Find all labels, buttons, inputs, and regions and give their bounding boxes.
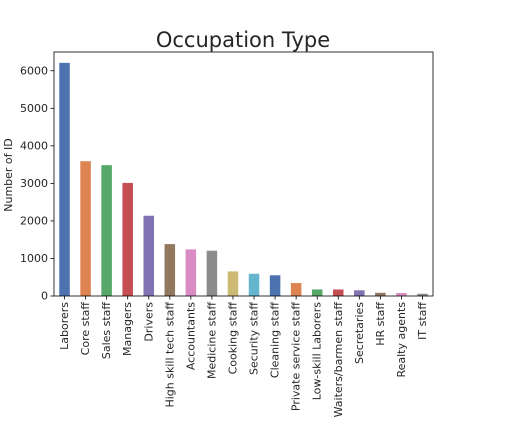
x-tick-label: Core staff <box>79 302 92 356</box>
bar-accountants <box>185 249 197 296</box>
y-tick-label: 4000 <box>20 139 48 152</box>
bar-medicine-staff <box>206 250 218 296</box>
x-tick-label: Realty agents <box>395 302 408 378</box>
x-tick-label: Laborers <box>58 302 71 350</box>
x-tick-label: Managers <box>121 302 134 356</box>
bar-private-service-staff <box>290 283 302 296</box>
bar-high-skill-tech-staff <box>164 244 176 296</box>
x-ticks-group: Laborers Core staff Sales staff Managers Dri… <box>58 296 429 417</box>
x-tick-label: Secretaries <box>353 302 366 364</box>
y-tick-label: 0 <box>41 290 48 303</box>
y-tick-label: 3000 <box>20 177 48 190</box>
bar-sales-staff <box>101 165 112 296</box>
x-tick-label: Medicine staff <box>205 302 218 379</box>
x-tick-label: High skill tech staff <box>163 302 176 408</box>
y-ticks-group: 0 1000 2000 3000 4000 5000 6000 <box>20 64 54 303</box>
bars-group <box>59 62 428 296</box>
bar-cleaning-staff <box>269 275 281 296</box>
bar-drivers <box>143 215 155 296</box>
bar-laborers <box>59 62 70 296</box>
plot-frame <box>53 51 434 297</box>
bar-secretaries <box>354 290 365 296</box>
y-tick-label: 2000 <box>20 214 48 227</box>
bar-managers <box>122 182 133 296</box>
x-tick-label: HR staff <box>374 302 387 346</box>
x-tick-label: IT staff <box>416 302 429 340</box>
y-tick-label: 5000 <box>20 102 48 115</box>
bar-it-staff <box>417 293 428 296</box>
bar-core-staff <box>80 161 91 296</box>
y-tick-label: 6000 <box>20 64 48 77</box>
bar-waiters-barmen-staff <box>332 289 344 296</box>
x-tick-label: Private service staff <box>290 302 303 412</box>
bar-realty-agents <box>396 293 407 296</box>
bar-cooking-staff <box>227 271 239 296</box>
x-tick-label: Waiters/barmen staff <box>332 302 345 418</box>
x-tick-label: Accountants <box>184 302 197 370</box>
chart-title: Occupation Type <box>156 28 330 52</box>
x-tick-label: Drivers <box>142 302 155 342</box>
x-tick-label: Security staff <box>248 302 261 375</box>
bar-hr-staff <box>375 292 386 296</box>
y-tick-label: 1000 <box>20 252 48 265</box>
x-tick-label: Sales staff <box>100 302 113 360</box>
y-axis-label: Number of ID <box>2 138 15 212</box>
x-tick-label: Low-skill Laborers <box>311 302 324 401</box>
x-tick-label: Cooking staff <box>226 302 239 375</box>
bar-low-skill-laborers <box>311 289 323 296</box>
x-tick-label: Cleaning staff <box>269 302 282 379</box>
bar-security-staff <box>248 273 260 296</box>
